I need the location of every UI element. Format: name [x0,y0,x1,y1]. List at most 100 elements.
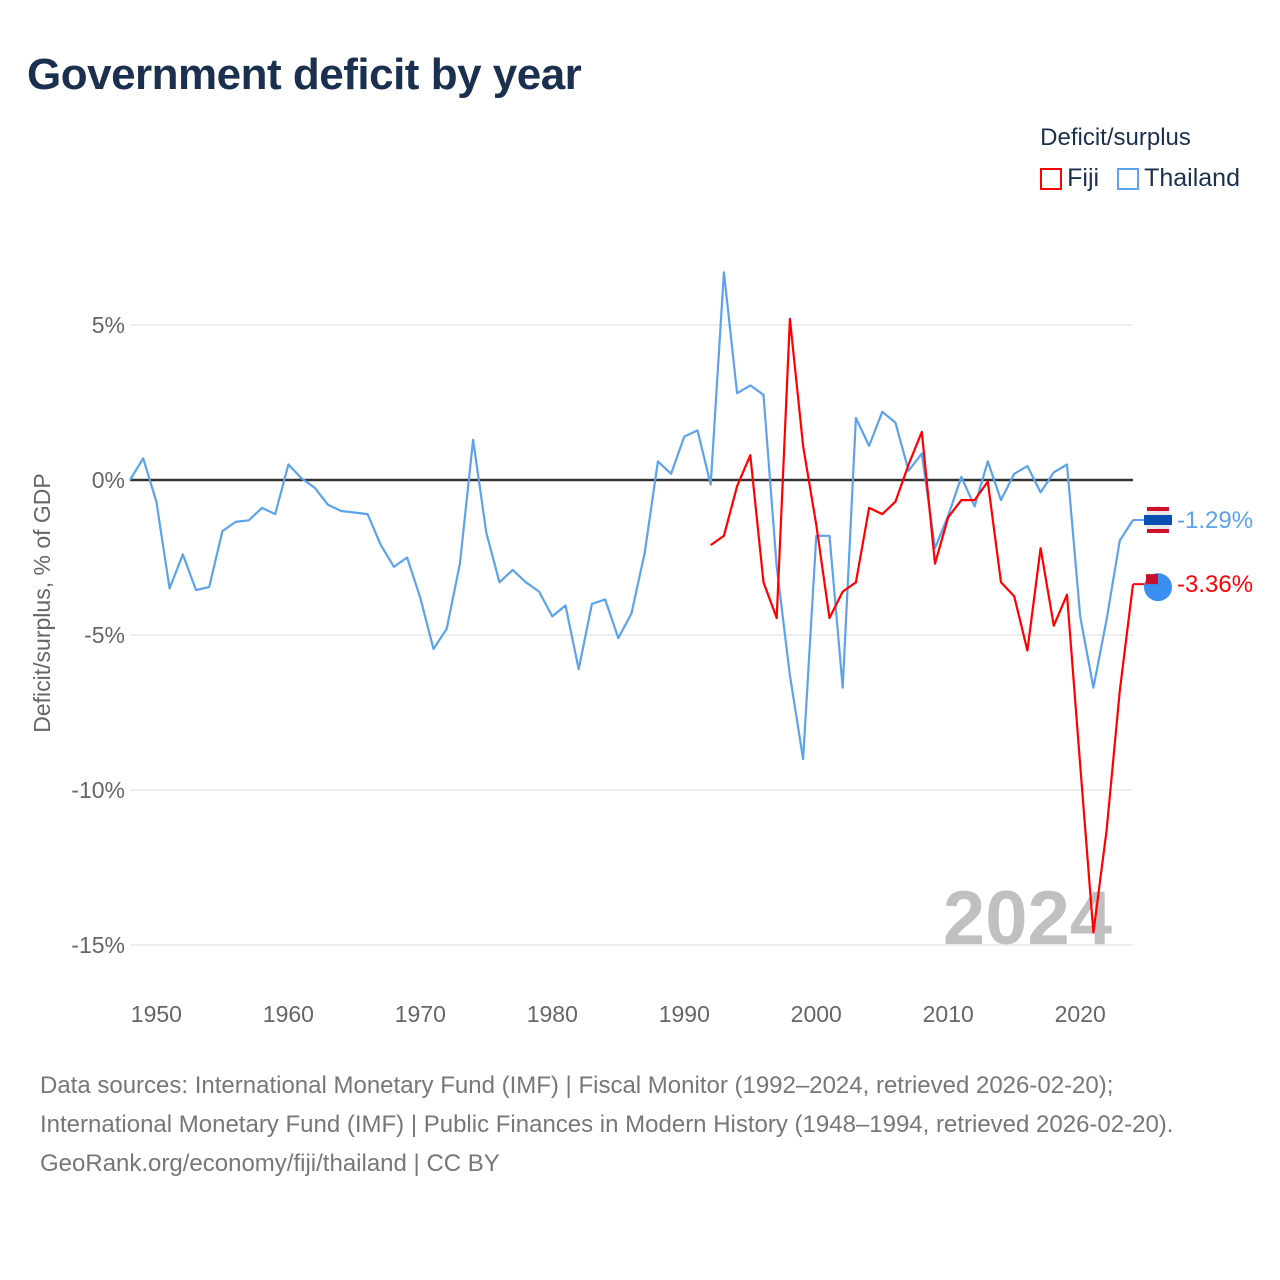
data-point-thailand [602,596,608,602]
data-point-fiji [958,497,964,503]
data-point-thailand [668,471,674,477]
data-point-thailand [1051,469,1057,475]
data-sources: Data sources: International Monetary Fun… [40,1072,1174,1138]
data-point-thailand [972,503,978,509]
data-point-thailand [233,519,239,525]
data-point-thailand [589,601,595,607]
data-point-fiji [721,533,727,539]
legend: Deficit/surplus Fiji Thailand [1040,124,1240,193]
data-point-thailand [259,505,265,511]
data-point-thailand [734,390,740,396]
data-point-thailand [840,685,846,691]
data-point-thailand [365,511,371,517]
data-point-fiji [760,579,766,585]
data-point-thailand [312,485,318,491]
legend-item-thailand[interactable]: Thailand [1117,164,1240,193]
series-line-fiji [710,317,1135,934]
legend-swatch-fiji [1040,167,1063,190]
data-point-fiji [800,443,806,449]
data-point-thailand [615,635,621,641]
data-point-thailand [153,499,159,505]
data-point-fiji [906,462,912,468]
data-point-thailand [708,482,714,488]
data-point-thailand [127,477,133,483]
data-point-thailand [760,392,766,398]
data-point-fiji [708,542,714,548]
flag-stripe [1147,528,1169,533]
data-point-thailand [800,756,806,762]
data-point-thailand [892,420,898,426]
x-tick-label: 2020 [1055,1001,1106,1027]
x-tick-label: 2000 [791,1001,842,1027]
data-point-thailand [206,584,212,590]
x-tick-label: 1950 [131,1001,182,1027]
chart-title: Government deficit by year [27,50,582,99]
data-point-fiji [747,452,753,458]
data-point-thailand [417,595,423,601]
data-point-thailand [444,626,450,632]
data-point-fiji [826,615,832,621]
flag-union-jack [1146,574,1158,585]
x-tick-label: 1980 [527,1001,578,1027]
y-tick-label: -15% [71,932,125,958]
data-point-thailand [497,579,503,585]
data-point-fiji [1038,545,1044,551]
data-point-fiji [866,505,872,511]
source-link[interactable]: GeoRank.org/economy/fiji/thailand | CC B… [40,1150,500,1177]
data-point-fiji [813,522,819,528]
data-point-thailand [1077,613,1083,619]
data-point-fiji [774,615,780,621]
data-point-thailand [549,613,555,619]
data-point-thailand [563,603,569,609]
data-point-thailand [1024,463,1030,469]
data-point-fiji [840,589,846,595]
data-point-thailand [576,666,582,672]
data-point-fiji [972,497,978,503]
legend-label-fiji: Fiji [1067,164,1100,192]
legend-label-thailand: Thailand [1144,164,1240,192]
data-point-fiji [1024,648,1030,654]
data-point-thailand [523,579,529,585]
data-point-fiji [998,579,1004,585]
legend-item-fiji[interactable]: Fiji [1040,164,1099,193]
data-point-thailand [457,561,463,567]
x-tick-label: 1990 [659,1001,710,1027]
data-point-thailand [536,589,542,595]
data-point-thailand [721,269,727,275]
data-point-fiji [892,499,898,505]
data-point-thailand [1090,685,1096,691]
data-point-thailand [246,517,252,523]
flag-stripe [1144,514,1172,525]
footer: Data sources: International Monetary Fun… [40,1066,1240,1183]
data-point-thailand [510,567,516,573]
data-point-fiji [879,511,885,517]
data-point-fiji [1011,593,1017,599]
y-tick-label: 0% [92,467,125,493]
data-point-thailand [404,555,410,561]
x-tick-label: 1970 [395,1001,446,1027]
data-point-thailand [642,550,648,556]
legend-swatch-thailand [1117,167,1140,190]
data-point-fiji [1090,930,1096,936]
data-point-thailand [879,409,885,415]
data-point-fiji [985,479,991,485]
y-tick-label: -10% [71,777,125,803]
end-value-label-fiji: -3.36% [1177,571,1253,598]
data-point-thailand [431,646,437,652]
data-point-thailand [338,508,344,514]
data-point-fiji [787,316,793,322]
data-point-fiji [1051,623,1057,629]
x-tick-label: 1960 [263,1001,314,1027]
data-point-thailand [985,458,991,464]
data-point-thailand [1011,471,1017,477]
data-point-fiji [853,579,859,585]
data-point-fiji [1117,688,1123,694]
data-point-fiji [1064,592,1070,598]
y-tick-label: -5% [84,622,125,648]
data-point-thailand [378,542,384,548]
data-point-thailand [866,443,872,449]
data-point-thailand [826,533,832,539]
data-point-thailand [1117,537,1123,543]
data-point-thailand [351,510,357,516]
x-tick-label: 2010 [923,1001,974,1027]
